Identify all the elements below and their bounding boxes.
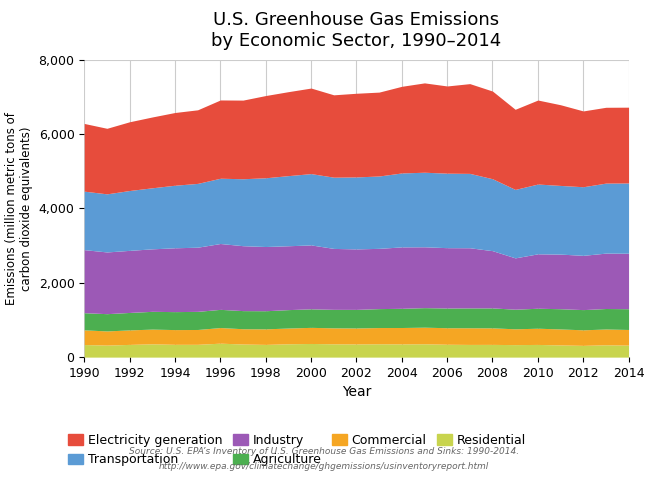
- Legend: Electricity generation, Transportation, Industry, Agriculture, Commercial, Resid: Electricity generation, Transportation, …: [64, 429, 531, 471]
- Text: http://www.epa.gov/climatechange/ghgemissions/usinventoryreport.html: http://www.epa.gov/climatechange/ghgemis…: [159, 462, 489, 471]
- Title: U.S. Greenhouse Gas Emissions
by Economic Sector, 1990–2014: U.S. Greenhouse Gas Emissions by Economi…: [211, 11, 502, 50]
- Y-axis label: Emissions (million metric tons of
carbon dioxide equivalents): Emissions (million metric tons of carbon…: [5, 112, 33, 305]
- X-axis label: Year: Year: [341, 385, 371, 399]
- Text: Source: U.S. EPA’s Inventory of U.S. Greenhouse Gas Emissions and Sinks: 1990-20: Source: U.S. EPA’s Inventory of U.S. Gre…: [129, 447, 519, 456]
